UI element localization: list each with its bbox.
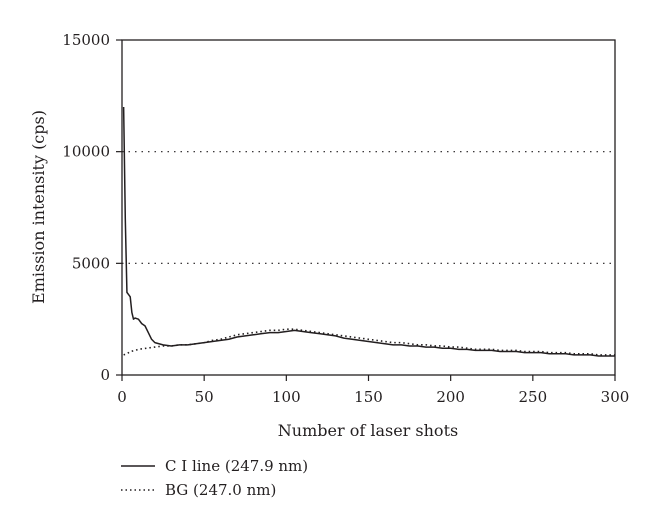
- x-axis: 0 50 100 150 200 250 300: [117, 375, 629, 406]
- legend-label-bg: BG (247.0 nm): [165, 481, 276, 499]
- series-line-0: [122, 106, 615, 357]
- x-tick-label-1: 50: [195, 388, 214, 406]
- x-axis-label: Number of laser shots: [278, 421, 458, 440]
- x-tick-label-6: 300: [601, 388, 630, 406]
- y-tick-label-1: 5000: [72, 254, 110, 272]
- gridlines: [122, 151, 615, 264]
- series-line-1: [123, 328, 615, 356]
- x-tick-label-0: 0: [117, 388, 127, 406]
- x-tick-label-5: 250: [519, 388, 548, 406]
- y-tick-label-2: 10000: [62, 143, 110, 161]
- x-tick-label-4: 200: [436, 388, 465, 406]
- y-tick-label-0: 0: [100, 366, 110, 384]
- y-tick-label-3: 15000: [62, 31, 110, 49]
- x-tick-label-3: 150: [354, 388, 383, 406]
- x-tick-label-2: 100: [272, 388, 301, 406]
- legend-label-c-i-line: C I line (247.9 nm): [165, 457, 308, 475]
- y-axis-label: Emission intensity (cps): [29, 110, 48, 304]
- plot-frame: [121, 39, 616, 376]
- legend: C I line (247.9 nm) BG (247.0 nm): [121, 457, 308, 499]
- series-layer: [122, 106, 615, 357]
- y-axis: 0 5000 10000 15000: [62, 31, 122, 384]
